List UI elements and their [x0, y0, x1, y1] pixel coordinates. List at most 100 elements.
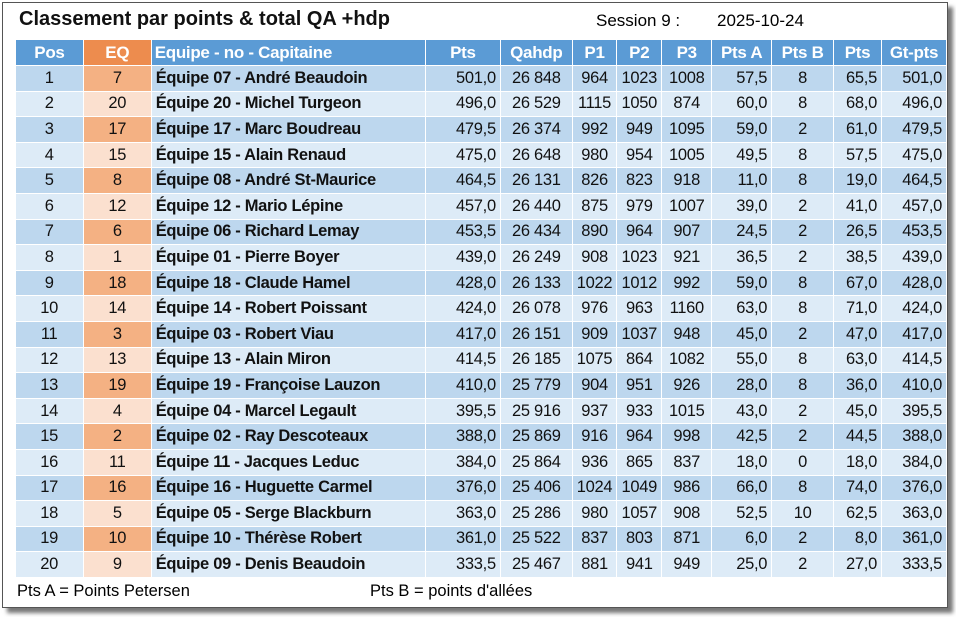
table-cell: 361,0 — [881, 526, 948, 553]
table-row: 3 17 Équipe 17 - Marc Boudreau 479,5 26 374 9… — [15, 116, 948, 143]
table-cell: 11 — [15, 321, 84, 348]
table-cell: 4 — [15, 142, 84, 169]
table-cell: 15 — [83, 142, 152, 169]
table-cell: 19 — [83, 372, 152, 399]
table-cell: 45,0 — [711, 321, 773, 348]
table-cell: 6 — [15, 193, 84, 220]
table-cell: 15 — [15, 423, 84, 450]
table-cell: 17 — [15, 475, 84, 502]
table-cell: 417,0 — [881, 321, 948, 348]
table-cell: Équipe 19 - Françoise Lauzon — [151, 372, 426, 399]
table-cell: 9 — [83, 551, 152, 578]
table-cell: 10 — [15, 295, 84, 322]
table-cell: 8 — [771, 142, 835, 169]
table-cell: 501,0 — [425, 65, 501, 92]
table-cell: 61,0 — [833, 116, 882, 143]
table-cell: 410,0 — [425, 372, 501, 399]
table-cell: 25,0 — [711, 551, 773, 578]
table-cell: 980 — [572, 142, 618, 169]
table-cell: 496,0 — [425, 91, 501, 118]
table-cell: 464,5 — [881, 167, 948, 194]
table-cell: Équipe 05 - Serge Blackburn — [151, 500, 426, 527]
table-cell: 36,0 — [833, 372, 882, 399]
table-cell: 998 — [661, 423, 713, 450]
table-cell: 388,0 — [881, 423, 948, 450]
table-cell: 464,5 — [425, 167, 501, 194]
table-cell: 395,5 — [425, 398, 501, 425]
table-cell: 36,5 — [711, 244, 773, 271]
table-cell: 1008 — [661, 65, 713, 92]
table-cell: 16 — [15, 449, 84, 476]
table-cell: 803 — [616, 526, 663, 553]
table-cell: Équipe 03 - Robert Viau — [151, 321, 426, 348]
table-cell: Équipe 18 - Claude Hamel — [151, 270, 426, 297]
table-cell: 2 — [771, 398, 835, 425]
table-cell: Équipe 08 - André St-Maurice — [151, 167, 426, 194]
table-cell: 890 — [572, 219, 618, 246]
table-cell: 26 151 — [500, 321, 573, 348]
table-cell: 384,0 — [425, 449, 501, 476]
table-cell: 45,0 — [833, 398, 882, 425]
table-cell: 14 — [83, 295, 152, 322]
table-cell: 864 — [616, 347, 663, 374]
table-row: 16 11 Équipe 11 - Jacques Leduc 384,0 25 864… — [15, 449, 948, 476]
table-cell: 384,0 — [881, 449, 948, 476]
footnote: Pts B = points d'allées — [370, 582, 533, 600]
column-header: Pts — [833, 39, 882, 66]
table-cell: Équipe 01 - Pierre Boyer — [151, 244, 426, 271]
table-cell: 837 — [572, 526, 618, 553]
table-cell: 992 — [572, 116, 618, 143]
table-cell: 8 — [771, 295, 835, 322]
table-cell: 980 — [572, 500, 618, 527]
table-cell: 410,0 — [881, 372, 948, 399]
table-cell: 1023 — [616, 244, 663, 271]
table-cell: 44,5 — [833, 423, 882, 450]
table-cell: 43,0 — [711, 398, 773, 425]
table-cell: 918 — [661, 167, 713, 194]
table-cell: 4 — [83, 398, 152, 425]
table-cell: 837 — [661, 449, 713, 476]
table-cell: Équipe 09 - Denis Beaudoin — [151, 551, 426, 578]
table-cell: 1015 — [661, 398, 713, 425]
table-cell: 8 — [771, 65, 835, 92]
table-cell: 10 — [771, 500, 835, 527]
table-cell: 963 — [616, 295, 663, 322]
table-cell: 59,0 — [711, 116, 773, 143]
table-cell: 1022 — [572, 270, 618, 297]
table-cell: 2 — [15, 91, 84, 118]
table-row: 5 8 Équipe 08 - André St-Maurice 464,5 26 13… — [15, 167, 948, 194]
table-cell: 18,0 — [833, 449, 882, 476]
table-cell: 25 869 — [500, 423, 573, 450]
table-cell: 376,0 — [881, 475, 948, 502]
table-row: 8 1 Équipe 01 - Pierre Boyer 439,0 26 249 908… — [15, 244, 948, 271]
table-cell: 501,0 — [881, 65, 948, 92]
footnote: Pts A = Points Petersen — [17, 582, 190, 600]
table-row: 1 7 Équipe 07 - André Beaudoin 501,0 26 848 9… — [15, 65, 948, 92]
table-cell: 933 — [616, 398, 663, 425]
table-cell: 26 133 — [500, 270, 573, 297]
table-cell: 871 — [661, 526, 713, 553]
column-header: Equipe - no - Capitaine — [150, 39, 426, 66]
table-cell: 7 — [15, 219, 84, 246]
table-cell: 14 — [15, 398, 84, 425]
table-cell: 949 — [661, 551, 713, 578]
column-header: P2 — [616, 39, 663, 66]
table-cell: 936 — [572, 449, 618, 476]
table-cell: 41,0 — [833, 193, 882, 220]
table-cell: 395,5 — [881, 398, 948, 425]
table-cell: 2 — [771, 219, 835, 246]
table-cell: 2 — [771, 551, 835, 578]
title: Classement par points & total QA +hdp — [19, 8, 390, 30]
table-cell: 1095 — [661, 116, 713, 143]
table-cell: 19,0 — [833, 167, 882, 194]
table-cell: 8 — [771, 167, 835, 194]
date: 2025-10-24 — [717, 11, 804, 30]
table-cell: 8 — [771, 372, 835, 399]
table-cell: 65,5 — [833, 65, 882, 92]
table-cell: Équipe 20 - Michel Turgeon — [151, 91, 426, 118]
table-row: 11 3 Équipe 03 - Robert Viau 417,0 26 151 909… — [15, 321, 948, 348]
table-cell: 417,0 — [425, 321, 501, 348]
table-cell: 3 — [15, 116, 84, 143]
table-cell: 424,0 — [425, 295, 501, 322]
